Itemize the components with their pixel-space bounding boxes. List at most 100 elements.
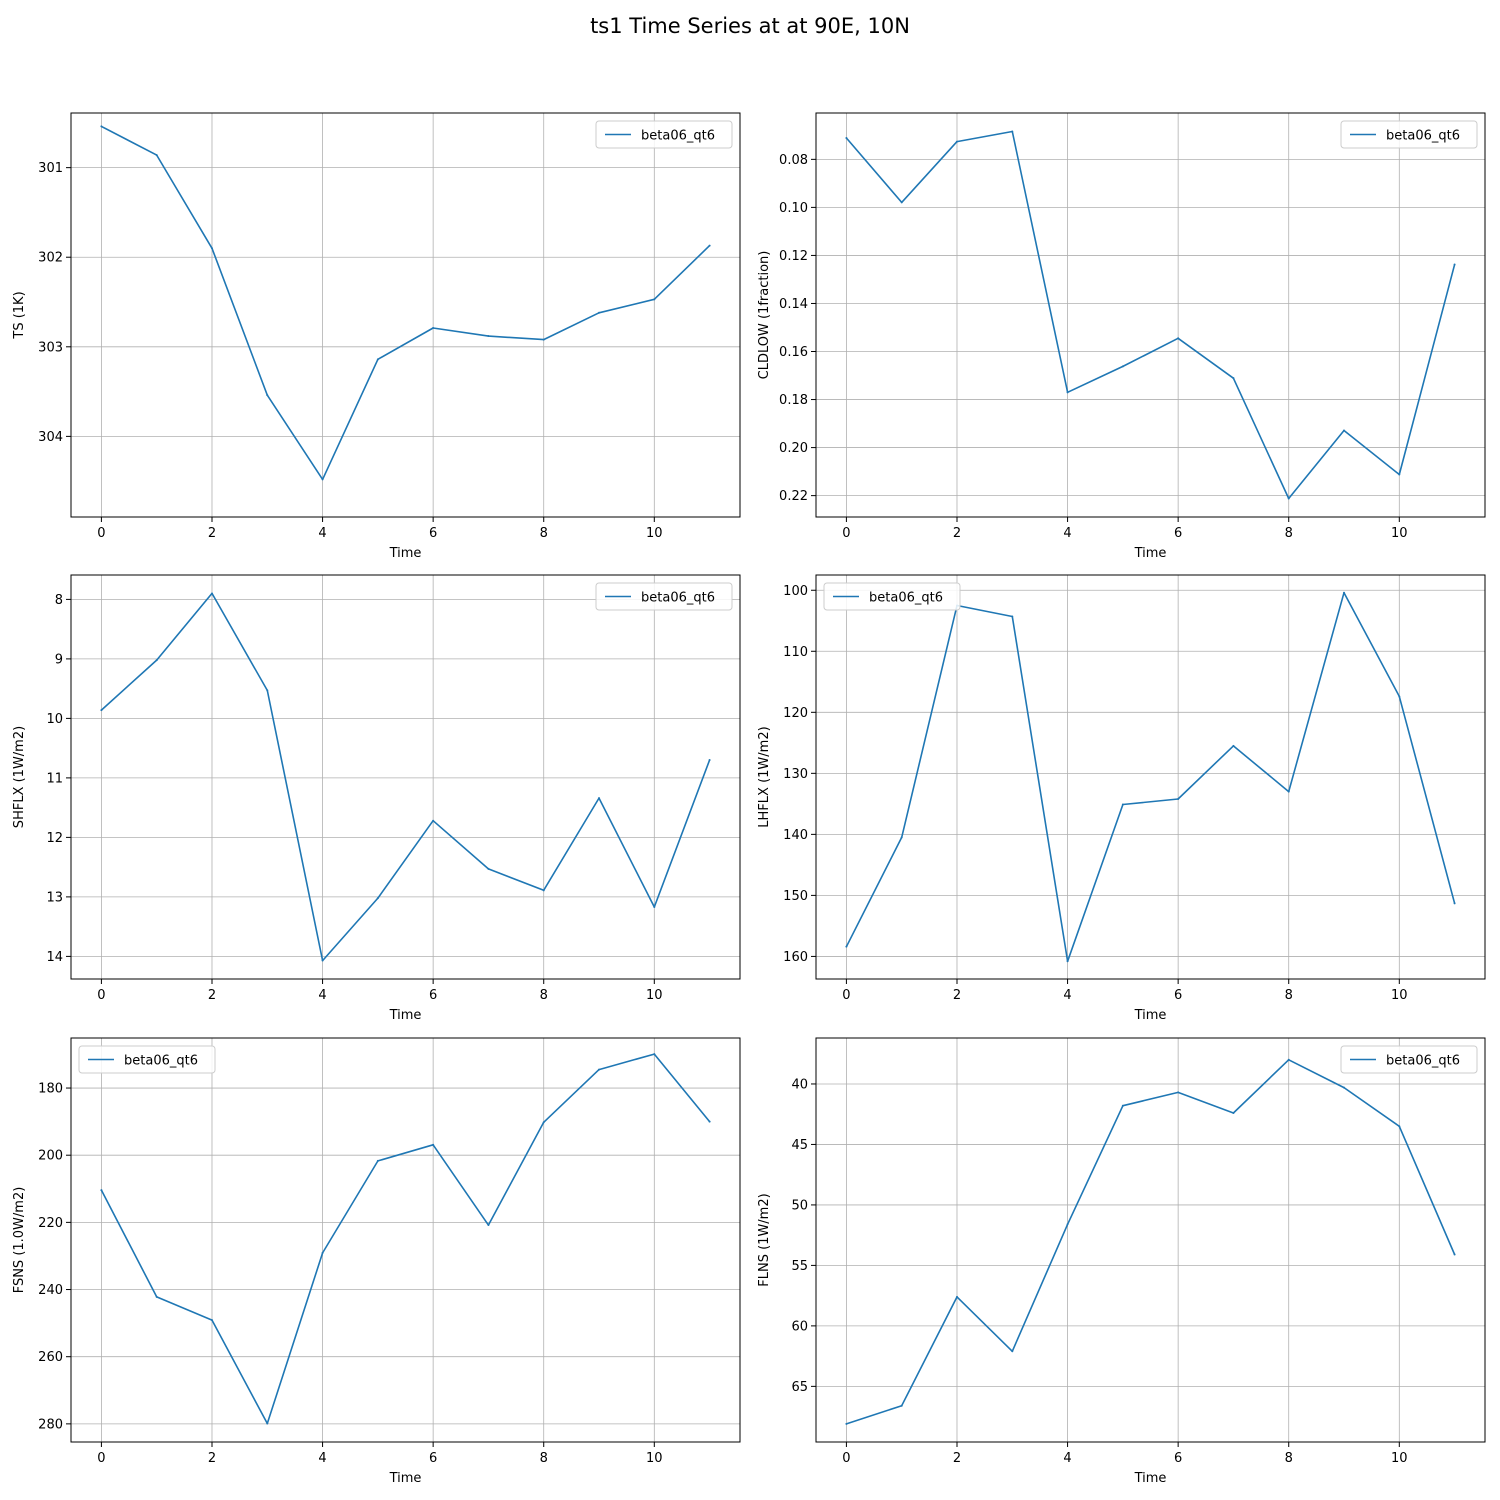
data-point: [1177, 1091, 1180, 1094]
y-tick-label: 11: [46, 771, 63, 786]
y-axis-label: FSNS (1.0W/m2): [12, 1187, 27, 1294]
legend: beta06_qt6: [1340, 120, 1478, 149]
data-point: [1453, 902, 1456, 905]
data-point: [266, 689, 269, 692]
x-tick-label: 8: [1285, 988, 1293, 1003]
legend-box: [78, 1045, 216, 1074]
data-point: [900, 201, 903, 204]
data-point: [542, 889, 545, 892]
axes-frame: [815, 1037, 1486, 1443]
subplot-2: 0 2 4 6 8 10 0.08 0.10 0.12 0.14 0.16 0.18 0.20 0.22 T…: [757, 112, 1486, 561]
data-point: [1343, 591, 1346, 594]
data-point: [1343, 1086, 1346, 1089]
data-point: [598, 797, 601, 800]
data-point: [1121, 365, 1124, 368]
y-tick-label: 0.20: [779, 441, 808, 456]
x-tick-label: 6: [1174, 1451, 1182, 1466]
x-tick-label: 0: [842, 526, 850, 541]
x-tick-label: 6: [1174, 988, 1182, 1003]
subplot-4: 0 2 4 6 8 10 100 110 120 130 140 150 160 Time LHFLX (1…: [757, 574, 1486, 1023]
y-tick-label: 0.22: [779, 489, 808, 504]
y-tick-label: 150: [783, 889, 808, 904]
data-point: [708, 1120, 711, 1123]
legend-box: [1340, 120, 1478, 149]
data-point: [1453, 263, 1456, 266]
data-point: [1011, 615, 1014, 618]
x-tick-label: 0: [97, 1451, 105, 1466]
x-tick-label: 0: [842, 988, 850, 1003]
x-tick-label: 10: [646, 988, 663, 1003]
x-tick-label: 2: [208, 526, 216, 541]
legend-label: beta06_qt6: [641, 591, 715, 606]
y-tick-label: 304: [38, 430, 63, 445]
data-point: [1121, 1104, 1124, 1107]
y-tick-label: 0.14: [779, 297, 808, 312]
data-point: [1232, 744, 1235, 747]
data-point: [487, 335, 490, 338]
x-axis-label: Time: [389, 1008, 422, 1023]
series-line: [845, 591, 1456, 963]
y-tick-label: 200: [38, 1149, 63, 1164]
x-axis-label: Time: [1134, 1471, 1167, 1486]
y-axis-label: CLDLOW (1fraction): [757, 251, 772, 380]
x-tick-label: 8: [1285, 526, 1293, 541]
data-point: [1066, 960, 1069, 963]
data-point: [376, 897, 379, 900]
y-tick-label: 120: [783, 706, 808, 721]
y-tick-label: 40: [791, 1077, 808, 1092]
data-point: [376, 1159, 379, 1162]
y-tick-label: 130: [783, 767, 808, 782]
data-point: [845, 945, 848, 948]
x-tick-label: 4: [318, 1451, 326, 1466]
x-tick-label: 0: [97, 526, 105, 541]
y-tick-label: 160: [783, 950, 808, 965]
x-tick-label: 10: [646, 526, 663, 541]
data-point: [1066, 1223, 1069, 1226]
y-tick-label: 65: [791, 1380, 808, 1395]
subplot-1: 0 2 4 6 8 10 301 302 303 304 Time TS (1K) beta06_qt6: [12, 112, 741, 561]
legend: beta06_qt6: [823, 582, 961, 611]
legend-box: [595, 120, 733, 149]
data-point: [432, 1143, 435, 1146]
x-axis-label: Time: [389, 1471, 422, 1486]
legend-label: beta06_qt6: [1386, 1054, 1460, 1069]
data-point: [155, 154, 158, 157]
y-axis-label: FLNS (1W/m2): [757, 1193, 772, 1286]
data-point: [210, 1319, 213, 1322]
figure-title: ts1 Time Series at at 90E, 10N: [590, 14, 910, 38]
y-tick-label: 140: [783, 828, 808, 843]
data-point: [598, 311, 601, 314]
legend-label: beta06_qt6: [124, 1054, 198, 1069]
y-tick-label: 0.10: [779, 201, 808, 216]
x-tick-label: 4: [1063, 1451, 1071, 1466]
data-point: [1287, 497, 1290, 500]
x-tick-label: 4: [1063, 988, 1071, 1003]
y-tick-label: 0.16: [779, 345, 808, 360]
axes-frame: [70, 574, 741, 980]
series-line: [846, 1059, 1456, 1425]
x-tick-label: 4: [318, 988, 326, 1003]
y-tick-label: 9: [55, 652, 63, 667]
data-point: [376, 358, 379, 361]
data-point: [210, 247, 213, 250]
y-tick-label: 303: [38, 340, 63, 355]
x-tick-label: 6: [429, 526, 437, 541]
data-point: [100, 125, 103, 128]
x-tick-label: 4: [1063, 526, 1071, 541]
data-point: [653, 906, 656, 909]
data-point: [1287, 790, 1290, 793]
x-tick-label: 6: [429, 988, 437, 1003]
data-point: [487, 1224, 490, 1227]
x-tick-label: 10: [1391, 988, 1408, 1003]
x-axis-label: Time: [1134, 1008, 1167, 1023]
y-tick-label: 260: [38, 1350, 63, 1365]
y-axis-label: SHFLX (1W/m2): [12, 726, 27, 828]
subplot-5: 0 2 4 6 8 10 180 200 220 240 260 280 Time FSNS (1.0W/…: [12, 1037, 741, 1486]
x-tick-label: 8: [540, 988, 548, 1003]
legend: beta06_qt6: [1340, 1045, 1478, 1074]
data-point: [900, 1404, 903, 1407]
legend: beta06_qt6: [595, 582, 733, 611]
x-tick-label: 6: [1174, 526, 1182, 541]
data-point: [1121, 803, 1124, 806]
data-point: [598, 1068, 601, 1071]
